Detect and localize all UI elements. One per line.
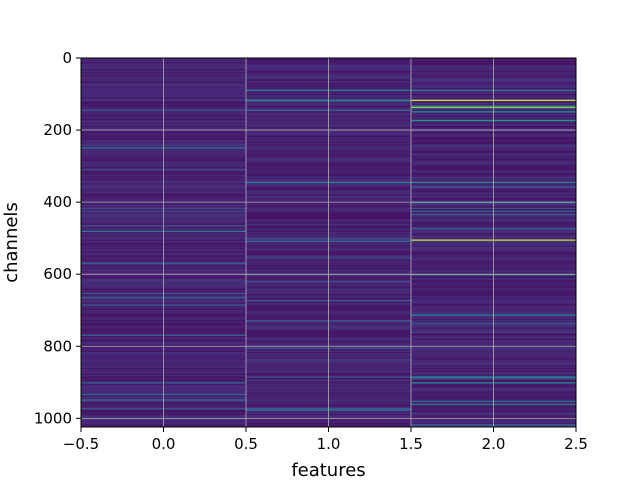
y-axis: 0 200 400 600 800 1000 (34, 49, 81, 427)
y-tick-label: 800 (43, 337, 72, 355)
y-tick-label: 400 (43, 193, 72, 211)
y-tick-label: 1000 (34, 409, 72, 427)
y-tick-label: 0 (62, 49, 72, 67)
x-tick-label: 1.0 (317, 435, 341, 453)
x-tick-label: 1.5 (399, 435, 423, 453)
x-axis-label: features (291, 460, 365, 480)
x-tick-label: 2.0 (482, 435, 506, 453)
x-tick-label: 0.5 (234, 435, 258, 453)
y-tick-label: 600 (43, 265, 72, 283)
x-tick-label: 2.5 (564, 435, 588, 453)
y-axis-label: channels (1, 202, 22, 283)
x-tick-label: 0.0 (152, 435, 176, 453)
y-tick-label: 200 (43, 121, 72, 139)
x-axis: −0.5 0.0 0.5 1.0 1.5 2.0 2.5 (63, 427, 588, 453)
x-tick-label: −0.5 (63, 435, 99, 453)
